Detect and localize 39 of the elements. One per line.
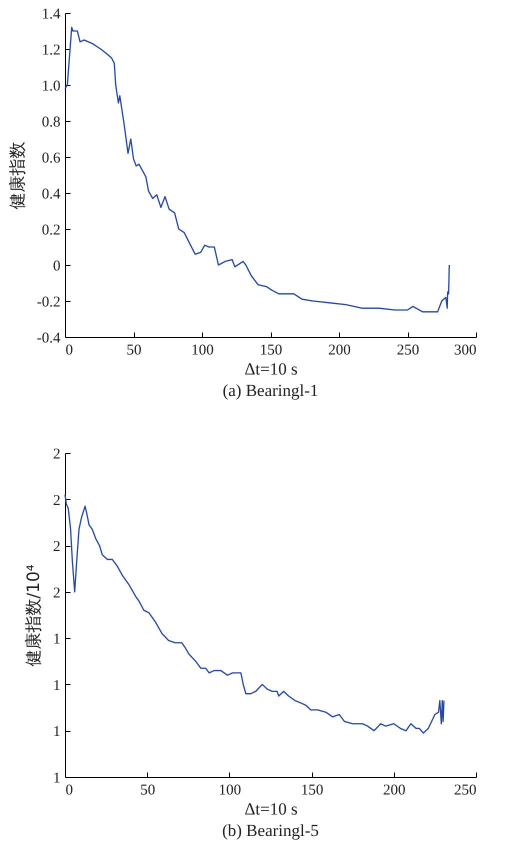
y-tick-label: 1 xyxy=(53,770,60,786)
line-series xyxy=(64,494,445,734)
y-axis-title: 健康指数/10⁴ xyxy=(24,564,44,667)
y-tick-label: 2 xyxy=(53,446,60,462)
y-tick-label: 1.0 xyxy=(42,78,60,94)
x-tick-label: 150 xyxy=(260,342,282,358)
x-tick-label: 0 xyxy=(66,782,73,798)
y-tick-label: 1 xyxy=(53,724,60,740)
y-tick-label: 1 xyxy=(53,632,60,648)
y-tick-label: -0.4 xyxy=(36,330,61,346)
x-tick-label: 200 xyxy=(383,782,406,798)
y-axis-title: 健康指数 xyxy=(8,142,28,210)
x-tick-label: 50 xyxy=(140,782,156,798)
x-tick-label: 0 xyxy=(66,342,73,358)
x-axis-title: Δt=10 s xyxy=(244,800,298,818)
x-tick-label: 50 xyxy=(126,342,142,358)
x-tick-label: 300 xyxy=(454,342,476,358)
text: (a) Bearingl-1 xyxy=(222,381,318,400)
y-tick-label: 0 xyxy=(53,258,60,274)
x-axis-title: Δt=10 s xyxy=(244,360,298,378)
x-tick-label: 100 xyxy=(218,782,242,798)
y-tick-label: 2 xyxy=(53,492,60,509)
y-tick-label: 2 xyxy=(53,585,60,602)
x-tick-label: 250 xyxy=(396,342,420,358)
line-series xyxy=(64,26,450,312)
y-tick-label: 0.6 xyxy=(42,150,61,166)
y-tick-label: 0.8 xyxy=(42,114,60,130)
y-tick-label: -0.2 xyxy=(36,294,60,310)
y-tick-label: 0.2 xyxy=(42,222,60,238)
y-tick-label: 1 xyxy=(53,678,60,694)
x-tick-label: 200 xyxy=(328,342,351,358)
x-tick-label: 100 xyxy=(191,342,214,358)
x-tick-label: 250 xyxy=(454,782,476,798)
y-tick-label: 2 xyxy=(53,539,60,556)
text: (b) Bearingl-5 xyxy=(222,821,319,840)
y-tick-label: 1.4 xyxy=(42,6,61,22)
y-tick-label: 0.4 xyxy=(42,186,61,202)
x-tick-label: 150 xyxy=(300,782,324,798)
y-tick-label: 1.2 xyxy=(42,42,60,58)
